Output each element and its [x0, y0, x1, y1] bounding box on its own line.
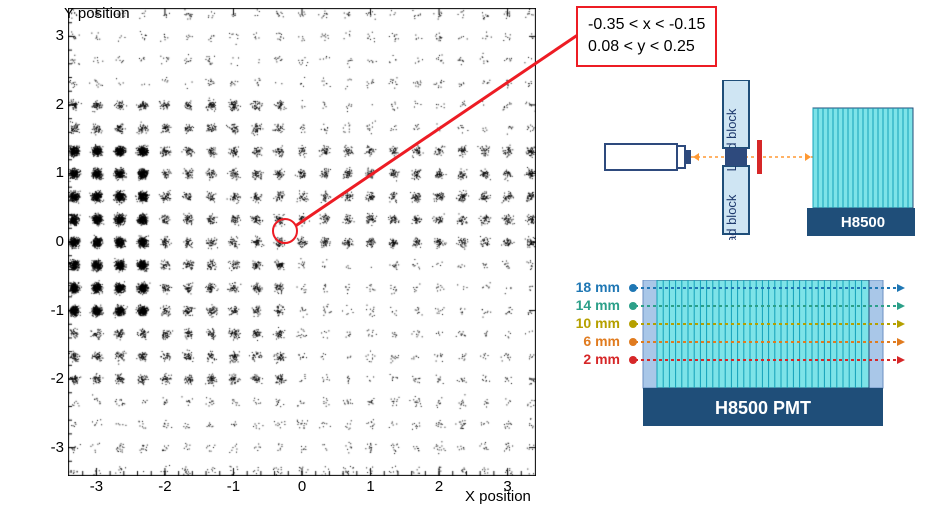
y-tick-label: 3	[46, 27, 64, 44]
top-diagram: Lead blockLead blockH8500	[585, 80, 915, 240]
x-tick-label: -3	[86, 478, 106, 495]
svg-text:H8500 PMT: H8500 PMT	[715, 398, 811, 418]
svg-text:H8500: H8500	[841, 214, 885, 231]
x-tick-label: -1	[223, 478, 243, 495]
annotation-callout: -0.35 < x < -0.15 0.08 < y < 0.25	[576, 6, 717, 67]
y-axis-label: Y position	[64, 5, 130, 22]
x-tick-label: 1	[361, 478, 381, 495]
y-tick-label: 1	[46, 164, 64, 181]
y-tick-label: -3	[46, 439, 64, 456]
y-tick-label: -2	[46, 370, 64, 387]
y-tick-label: -1	[46, 302, 64, 319]
svg-text:Lead block: Lead block	[724, 194, 739, 240]
x-tick-label: 2	[429, 478, 449, 495]
setup-diagrams: Lead blockLead blockH8500 18 mm14 mm10 m…	[585, 80, 915, 500]
highlight-circle	[272, 218, 298, 244]
scatter-plot: Y position X position -3-3-2-2-1-1001122…	[10, 0, 560, 500]
x-tick-label: 3	[498, 478, 518, 495]
scatter-canvas	[68, 8, 536, 476]
bottom-diagram: H8500 PMT	[585, 280, 915, 480]
annotation-line-1: -0.35 < x < -0.15	[588, 14, 705, 36]
annotation-line-2: 0.08 < y < 0.25	[588, 36, 705, 58]
y-tick-label: 0	[46, 233, 64, 250]
x-tick-label: -2	[155, 478, 175, 495]
x-tick-label: 0	[292, 478, 312, 495]
y-tick-label: 2	[46, 96, 64, 113]
